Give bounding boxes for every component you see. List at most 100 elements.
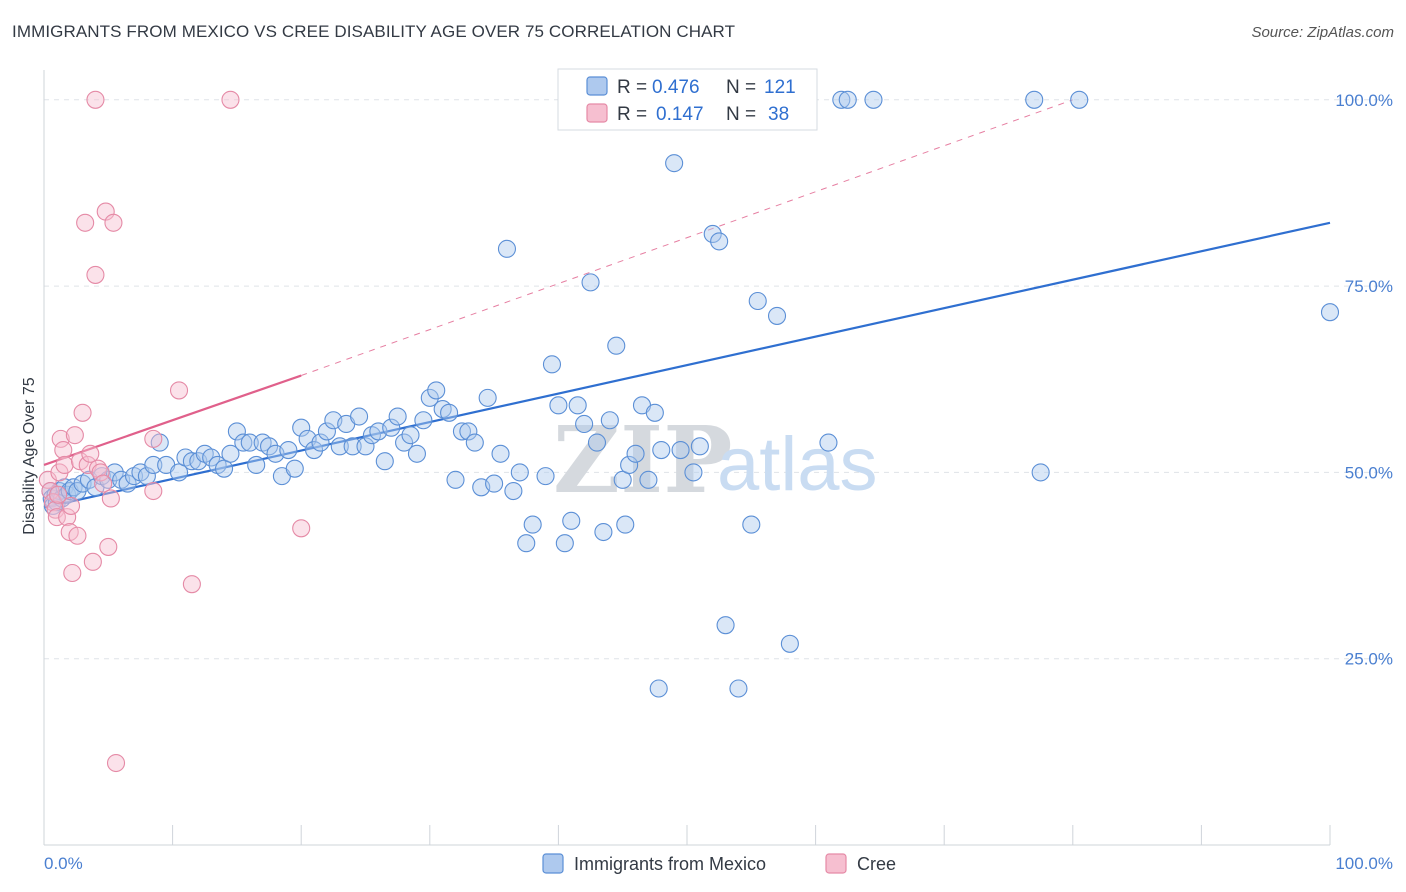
point-cree-19	[83, 552, 102, 571]
point-mexico-120	[1031, 463, 1050, 482]
trend-line-cree	[43, 374, 302, 466]
point-mexico-101	[665, 154, 684, 173]
legend-n-label-mexico: N =	[726, 77, 756, 98]
point-mexico-96	[626, 444, 645, 463]
point-cree-36	[61, 496, 81, 515]
point-mexico-94	[613, 470, 632, 489]
legend-swatch-cree	[586, 103, 608, 123]
trend-line-mexico	[43, 221, 1331, 509]
series-mexico-points	[41, 90, 1340, 698]
grid-lines	[44, 99, 1393, 660]
y-tick-label-50: 50.0%	[1345, 463, 1393, 482]
point-mexico-91	[594, 522, 613, 542]
point-mexico-117	[864, 90, 883, 109]
point-mexico-40	[259, 437, 279, 456]
point-mexico-99	[645, 403, 664, 422]
x-tick-label-max: 100.0%	[1335, 854, 1393, 873]
point-mexico-122	[649, 679, 668, 698]
y-tick-label-25: 25.0%	[1345, 650, 1393, 669]
point-mexico-38	[247, 455, 266, 475]
point-mexico-121	[1320, 303, 1340, 322]
point-mexico-112	[780, 634, 799, 653]
point-mexico-26	[169, 463, 189, 482]
point-mexico-78	[504, 481, 523, 501]
stats-legend: R = 0.476 N = 121 R = 0.147 N = 38	[557, 68, 818, 131]
point-cree-31	[144, 481, 163, 501]
point-cree-11	[63, 563, 82, 583]
point-cree-28	[106, 753, 126, 773]
watermark-zip: ZIP	[553, 406, 732, 514]
point-cree-9	[58, 508, 77, 527]
point-mexico-72	[465, 433, 484, 452]
point-mexico-92	[600, 411, 619, 430]
source-credit: Source: ZipAtlas.com	[1251, 24, 1394, 41]
point-mexico-59	[382, 418, 401, 437]
point-mexico-45	[292, 418, 311, 437]
legend-r-value-mexico: 0.476	[652, 77, 700, 98]
point-cree-20	[86, 265, 105, 284]
point-mexico-115	[832, 90, 851, 109]
point-cree-23	[94, 474, 113, 493]
point-cree-29	[86, 90, 105, 109]
point-cree-6	[51, 429, 70, 448]
legend-n-value-cree: 38	[768, 104, 789, 125]
point-mexico-95	[620, 455, 639, 475]
watermark-atlas: atlas	[717, 422, 878, 507]
point-mexico-55	[356, 437, 375, 456]
series-legend: Immigrants from Mexico Cree	[542, 853, 896, 874]
point-cree-7	[54, 440, 73, 460]
point-cree-26	[101, 489, 120, 508]
point-mexico-71	[459, 422, 478, 441]
point-mexico-68	[440, 403, 459, 422]
point-mexico-86	[562, 511, 581, 530]
point-mexico-81	[517, 534, 536, 553]
point-cree-35	[292, 519, 311, 538]
point-cree-4	[47, 508, 66, 527]
point-mexico-103	[684, 463, 703, 482]
point-mexico-53	[343, 437, 362, 456]
point-cree-27	[104, 213, 123, 232]
point-mexico-34	[221, 444, 240, 463]
point-mexico-108	[729, 679, 748, 698]
point-mexico-111	[767, 306, 787, 325]
legend-swatch-mexico	[586, 76, 608, 96]
point-mexico-84	[549, 396, 568, 415]
point-mexico-104	[690, 437, 709, 456]
legend-r-label-mexico: R =	[617, 77, 647, 98]
point-mexico-65	[420, 388, 439, 407]
point-mexico-70	[452, 422, 472, 441]
point-mexico-36	[234, 433, 253, 452]
point-mexico-90	[587, 433, 607, 452]
y-tick-labels: 25.0% 50.0% 75.0% 100.0%	[1335, 91, 1393, 669]
point-mexico-33	[214, 459, 234, 478]
point-mexico-60	[388, 407, 407, 426]
point-mexico-80	[523, 515, 542, 534]
point-mexico-64	[414, 411, 433, 430]
bottom-legend-swatch-mexico	[542, 853, 564, 874]
point-mexico-119	[1070, 90, 1089, 109]
point-mexico-61	[395, 433, 414, 452]
point-mexico-22	[137, 467, 156, 486]
point-mexico-74	[478, 388, 497, 407]
point-mexico-105	[703, 224, 722, 243]
point-mexico-35	[227, 422, 246, 441]
point-mexico-63	[407, 444, 426, 463]
bottom-legend-label-cree: Cree	[857, 854, 896, 874]
point-mexico-51	[330, 437, 349, 456]
point-cree-25	[99, 537, 118, 556]
bottom-legend-swatch-cree	[825, 853, 847, 874]
point-mexico-54	[350, 407, 369, 426]
axes	[43, 70, 1331, 846]
point-mexico-88	[575, 414, 594, 434]
point-mexico-31	[202, 448, 221, 467]
point-mexico-110	[748, 291, 767, 311]
point-mexico-87	[568, 396, 587, 415]
bottom-legend-label-mexico: Immigrants from Mexico	[574, 854, 766, 874]
point-mexico-69	[446, 470, 465, 489]
point-mexico-98	[639, 470, 658, 489]
point-mexico-85	[555, 534, 574, 553]
point-cree-13	[68, 526, 87, 545]
point-mexico-47	[305, 440, 324, 460]
point-cree-32	[169, 381, 189, 400]
